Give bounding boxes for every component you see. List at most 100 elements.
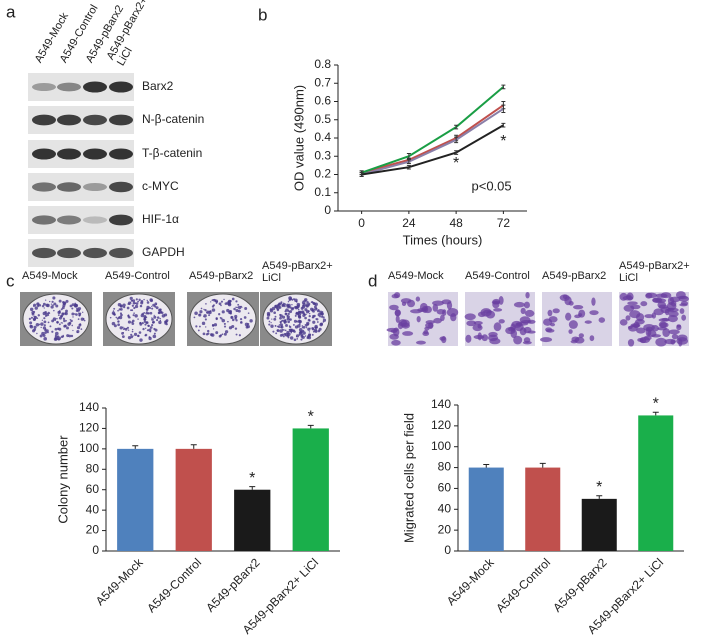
colony <box>307 333 312 337</box>
colony <box>273 317 277 321</box>
cell <box>668 310 679 317</box>
colony <box>322 311 324 313</box>
y-tick-label: 0 <box>92 543 99 557</box>
colony <box>289 310 293 314</box>
colony <box>76 326 81 330</box>
colony <box>311 327 315 330</box>
colony <box>284 329 287 332</box>
panel-letter: b <box>258 5 267 24</box>
colony <box>148 336 152 341</box>
colony <box>293 338 297 342</box>
colony <box>151 307 154 310</box>
cell <box>415 296 421 302</box>
colony <box>297 308 300 311</box>
colony <box>139 304 143 308</box>
blot-band <box>83 81 107 93</box>
colony <box>306 321 310 326</box>
series-line <box>361 107 504 176</box>
blot-band <box>57 82 81 92</box>
blot-band <box>32 247 56 259</box>
colony <box>291 304 293 306</box>
error-bar <box>501 122 506 128</box>
colony <box>235 333 238 336</box>
colony <box>286 318 289 321</box>
colony <box>149 311 153 315</box>
colony <box>268 320 271 323</box>
colony <box>295 301 298 303</box>
colony <box>65 309 68 313</box>
cell <box>523 301 530 309</box>
colony <box>76 307 78 310</box>
colony <box>62 312 65 315</box>
colony <box>131 321 134 324</box>
cell <box>465 334 472 343</box>
panel-letter: a <box>6 2 16 21</box>
bar <box>234 489 271 551</box>
cell <box>578 309 586 318</box>
colony <box>207 329 210 333</box>
colony <box>212 328 215 330</box>
cell <box>393 327 400 337</box>
colony <box>275 332 278 335</box>
colony <box>223 332 227 336</box>
y-tick-label: 0.1 <box>314 185 331 199</box>
colony <box>77 308 81 312</box>
colony <box>49 325 52 328</box>
colony <box>76 330 80 334</box>
colony <box>153 315 157 319</box>
cell <box>519 327 527 336</box>
colony <box>210 333 215 337</box>
error-bar <box>454 124 459 130</box>
colony <box>241 306 243 308</box>
colony <box>47 314 50 316</box>
blot-band <box>32 82 56 92</box>
cell <box>647 330 657 337</box>
cell <box>631 324 641 328</box>
colony <box>226 308 230 313</box>
cell <box>394 309 402 317</box>
colony <box>43 320 47 324</box>
colony <box>153 332 156 335</box>
blot-band <box>83 247 107 259</box>
colony <box>153 314 155 317</box>
error-bar <box>359 172 364 177</box>
colony <box>135 298 138 301</box>
y-tick-label: 20 <box>438 522 452 536</box>
colony <box>229 312 233 315</box>
colony <box>195 325 198 328</box>
blot-band <box>83 114 107 126</box>
panel-letter: d <box>368 271 377 290</box>
colony <box>237 309 241 313</box>
colony <box>208 310 212 315</box>
colony <box>146 299 148 302</box>
colony <box>117 320 120 323</box>
cell <box>568 320 578 329</box>
colony <box>273 311 276 315</box>
cell <box>389 304 399 311</box>
colony <box>118 315 123 320</box>
colony <box>127 329 130 331</box>
cell <box>410 309 423 314</box>
error-bar <box>249 486 256 490</box>
colony <box>120 313 123 317</box>
colony <box>215 317 218 321</box>
colony <box>244 322 249 327</box>
cell <box>637 337 644 342</box>
colony <box>235 319 238 322</box>
colony <box>143 320 147 323</box>
colony <box>302 331 306 335</box>
colony <box>131 304 135 307</box>
colony <box>235 300 238 303</box>
colony <box>29 307 34 312</box>
colony <box>146 301 150 304</box>
colony <box>283 332 287 336</box>
cell <box>589 310 599 316</box>
colony <box>211 323 215 327</box>
blot-band <box>57 148 81 160</box>
colony <box>319 322 323 327</box>
colony <box>151 318 154 321</box>
colony <box>292 329 296 332</box>
bar <box>581 498 617 551</box>
colony <box>143 298 145 301</box>
blot-band <box>109 148 133 160</box>
